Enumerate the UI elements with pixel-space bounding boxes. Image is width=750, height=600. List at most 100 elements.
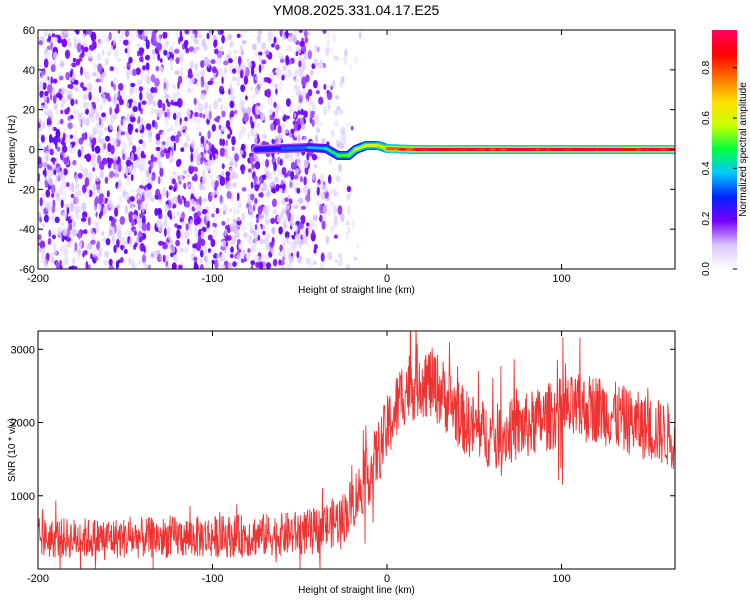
spectrogram-cell [112, 234, 115, 244]
spectrogram-cell [79, 164, 84, 173]
spectrogram-cell [55, 151, 59, 157]
spectrogram-cell [282, 34, 287, 40]
spectrogram-cell [151, 30, 156, 40]
spectrogram-cell [306, 222, 310, 227]
spectrogram-cell [216, 115, 221, 120]
spectrogram-cell [110, 145, 115, 155]
spectrogram-cell [108, 44, 114, 54]
spectrogram-cell [193, 263, 199, 269]
spectrogram-cell [185, 47, 190, 54]
spectrogram-cell [296, 158, 302, 168]
colorbar: 0.0 0.2 0.4 0.6 0.8 Normalized spectral ampli… [701, 30, 749, 276]
spectrogram-cell [323, 207, 328, 215]
spectrogram-cell [214, 48, 219, 55]
spectrogram-cell [316, 84, 321, 91]
spectrogram-cell [339, 136, 343, 144]
spectrogram-cell [82, 229, 88, 235]
spectrogram-cell [296, 187, 301, 194]
spectrogram-cell [116, 57, 122, 63]
spectrogram-cell [74, 174, 79, 183]
spectrogram-cell [332, 79, 336, 89]
spectrogram-cell [290, 215, 294, 222]
spectrogram-cell [55, 260, 59, 269]
spectrogram-cell [169, 158, 175, 163]
spectrogram-cell [91, 137, 97, 146]
spectrogram-cell [145, 62, 150, 71]
spectrogram-cell [260, 112, 265, 122]
spectrogram-cell [207, 130, 211, 140]
spectrogram-cell [251, 105, 256, 115]
spectrogram-cell [99, 104, 103, 110]
spectrogram-cell [243, 30, 248, 34]
spectrogram-cell [142, 65, 146, 71]
spectrogram-cell [257, 30, 262, 36]
spectrogram-cell [200, 76, 204, 83]
spectrogram-cell [98, 251, 102, 258]
spectrogram-cell [41, 257, 44, 263]
spectrogram-cell [91, 118, 96, 123]
spectrogram-cell [83, 170, 89, 178]
spectrogram-cell [42, 121, 46, 130]
spectrogram-cell [329, 224, 336, 233]
spectrogram-cell [53, 103, 58, 111]
spectrogram-cell [282, 64, 288, 72]
spectrogram-cell [230, 179, 233, 190]
spectrogram-cell [150, 106, 154, 117]
spectrogram-cell [249, 155, 254, 165]
spectrogram-cell [262, 174, 267, 181]
spectrogram-cell [52, 228, 55, 233]
spectrogram-cell [293, 174, 299, 180]
spectrogram-cell [41, 204, 44, 214]
spectrogram-cell [334, 234, 338, 239]
spectrogram-cell [94, 124, 100, 135]
spectrogram-cell [281, 110, 285, 118]
spectrogram-cell [213, 223, 217, 228]
spectrogram-cell [214, 259, 219, 269]
spectrogram-cell [38, 80, 44, 91]
spectrogram-cell [186, 173, 191, 179]
spectrogram-cell [240, 126, 246, 135]
spectrogram-cell [125, 177, 130, 186]
spectrogram-cell [78, 137, 84, 145]
spectrogram-cell [298, 30, 303, 33]
spectrogram-cell [126, 101, 130, 109]
spectrogram-cell [227, 34, 233, 40]
spectrogram-cell [211, 259, 215, 265]
spectrogram-cell [66, 207, 70, 215]
spectrogram-cell [143, 203, 147, 210]
spectrogram-cell [91, 144, 95, 152]
spectrogram-cell [199, 181, 204, 191]
spectrogram-cell [298, 238, 304, 247]
spectrogram-cell [105, 146, 108, 157]
spectrogram-cell [157, 176, 161, 185]
spectrogram-cell [258, 64, 262, 74]
spectrogram-cell [145, 76, 151, 85]
spectrogram-cell [309, 69, 314, 76]
spectrogram-cell [213, 190, 219, 195]
spectrogram-cell [308, 258, 314, 268]
spectrogram-cell [184, 230, 190, 239]
spectrogram-cell [335, 95, 339, 100]
spectrogram-cell [227, 224, 230, 234]
spectrogram-cell [219, 176, 226, 186]
spectrogram-cell [222, 73, 227, 79]
spectrogram-cell [255, 261, 261, 268]
spectrogram-cell [66, 237, 71, 242]
spectrogram-cell [337, 260, 343, 266]
spectrogram-cell [303, 176, 307, 186]
spectrogram-cell [157, 223, 163, 232]
spectrogram-cell [92, 72, 97, 77]
spectrogram-cell [333, 110, 339, 116]
spectrogram-cell [229, 100, 235, 109]
spectrogram-cell [148, 166, 152, 174]
spectrogram-cell [234, 55, 238, 60]
spectrogram-cell [338, 163, 342, 173]
spectrogram-cell [316, 46, 321, 52]
spectrogram-cell [50, 184, 56, 195]
signal-segment [347, 148, 358, 157]
spectrogram-cell [48, 112, 54, 119]
spectrogram-cell [203, 172, 209, 181]
spectrogram-cell [218, 124, 222, 130]
spectrogram-cell [262, 133, 268, 140]
spectrogram-cell [229, 110, 235, 118]
